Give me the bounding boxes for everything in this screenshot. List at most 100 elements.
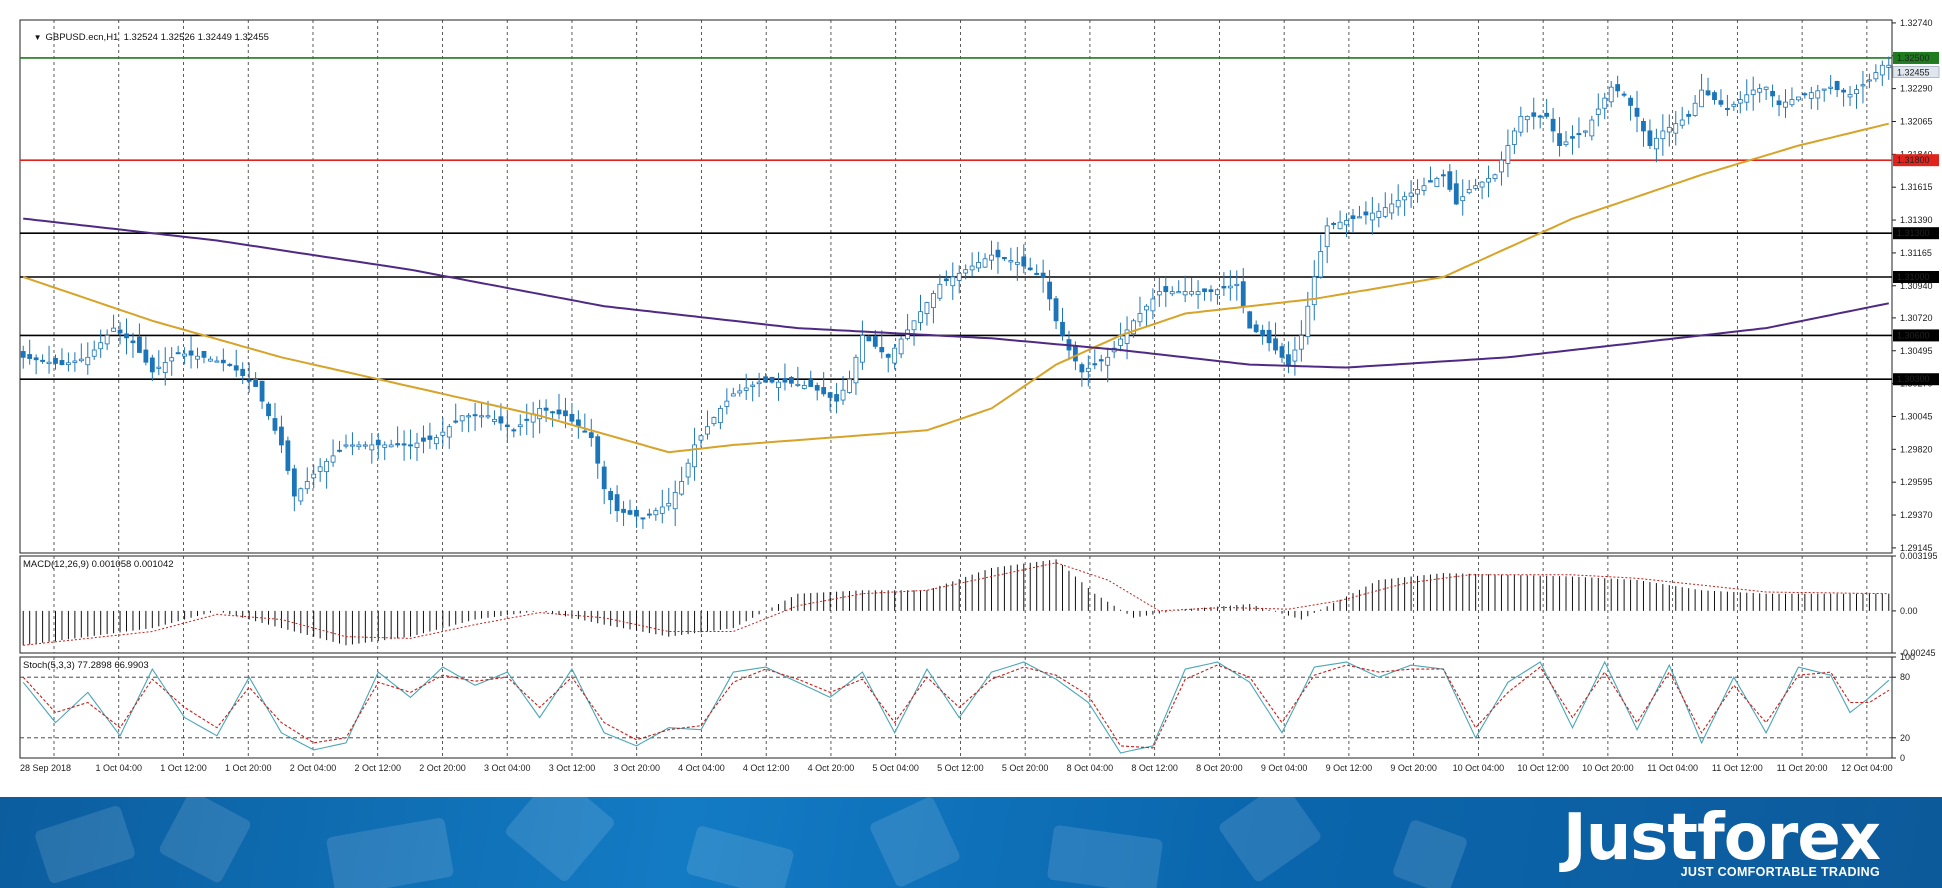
candle-bull bbox=[492, 418, 497, 422]
candle-bull bbox=[1744, 94, 1750, 103]
candle-bull bbox=[1492, 174, 1498, 180]
banner-decor-tile bbox=[33, 804, 137, 885]
x-tick-label: 5 Oct 12:00 bbox=[937, 763, 984, 773]
candle-bull bbox=[1124, 329, 1130, 344]
candle-bear bbox=[1240, 281, 1246, 307]
candle-bull bbox=[311, 473, 317, 479]
candle-bear bbox=[1331, 222, 1337, 225]
candle-bull bbox=[801, 385, 807, 389]
candle-bull bbox=[1376, 210, 1382, 218]
y-tick-label: 1.32740 bbox=[1900, 18, 1933, 28]
candle-bear bbox=[1047, 281, 1052, 300]
stoch-y-tick-label: 0 bbox=[1900, 753, 1905, 763]
candle-bull bbox=[931, 293, 936, 309]
candle-bull bbox=[1847, 94, 1853, 98]
candle-bear bbox=[1641, 120, 1646, 132]
candle-bear bbox=[143, 349, 149, 363]
x-tick-label: 2 Oct 20:00 bbox=[419, 763, 466, 773]
candle-bull bbox=[989, 254, 994, 261]
candle-bull bbox=[91, 349, 97, 357]
candle-bull bbox=[1673, 123, 1679, 134]
x-tick-label: 10 Oct 20:00 bbox=[1582, 763, 1634, 773]
x-tick-label: 3 Oct 20:00 bbox=[613, 763, 660, 773]
candle-bull bbox=[1118, 338, 1124, 346]
candle-bear bbox=[1576, 133, 1582, 136]
candle-bull bbox=[737, 390, 743, 394]
x-tick-label: 28 Sep 2018 bbox=[20, 763, 71, 773]
candle-bull bbox=[1815, 90, 1821, 99]
candle-bull bbox=[343, 444, 349, 447]
x-tick-label: 2 Oct 12:00 bbox=[354, 763, 401, 773]
candle-bull bbox=[1176, 291, 1182, 294]
candle-bear bbox=[1628, 97, 1633, 106]
candle-bear bbox=[240, 368, 246, 376]
candle-bear bbox=[763, 376, 768, 383]
candle-bull bbox=[1395, 199, 1401, 208]
candle-bear bbox=[408, 444, 413, 447]
x-tick-label: 9 Oct 12:00 bbox=[1326, 763, 1373, 773]
candle-bear bbox=[788, 377, 794, 384]
candle-bull bbox=[459, 415, 465, 422]
candle-bull bbox=[1854, 89, 1859, 95]
candle-bear bbox=[427, 435, 433, 440]
x-tick-label: 9 Oct 04:00 bbox=[1261, 763, 1308, 773]
candle-bear bbox=[1202, 288, 1207, 293]
candle-bear bbox=[582, 430, 588, 433]
candle-bear bbox=[227, 363, 233, 366]
dropdown-triangle-icon[interactable]: ▼ bbox=[33, 33, 42, 42]
candle-bull bbox=[1692, 102, 1698, 116]
candle-bull bbox=[1499, 159, 1504, 173]
candle-bull bbox=[324, 460, 330, 473]
candle-bear bbox=[59, 360, 65, 366]
candle-bull bbox=[730, 393, 736, 397]
candle-bear bbox=[253, 379, 259, 387]
candle-bear bbox=[421, 437, 426, 442]
y-tick-label: 1.31165 bbox=[1900, 248, 1932, 258]
x-tick-label: 1 Oct 12:00 bbox=[160, 763, 207, 773]
candle-bull bbox=[1227, 285, 1233, 289]
candle-bull bbox=[1828, 86, 1834, 89]
candle-bear bbox=[1253, 324, 1259, 333]
candle-bear bbox=[1634, 107, 1640, 117]
candle-bull bbox=[937, 283, 943, 299]
candle-bull bbox=[1382, 207, 1388, 217]
candle-bear bbox=[201, 351, 207, 358]
candle-bear bbox=[872, 335, 878, 347]
candle-bull bbox=[911, 320, 917, 331]
candle-bull bbox=[1873, 72, 1879, 80]
candle-bear bbox=[220, 359, 226, 364]
moving-average-fast bbox=[22, 122, 1890, 454]
level-price-tag bbox=[1893, 154, 1939, 167]
candle-bull bbox=[659, 506, 665, 514]
candle-bull bbox=[795, 383, 801, 386]
candle-bull bbox=[66, 362, 71, 365]
candle-bear bbox=[149, 357, 155, 373]
macd-pane-label: MACD(12,26,9) 0.001058 0.001042 bbox=[23, 559, 174, 570]
candle-bull bbox=[1473, 185, 1479, 189]
candle-bull bbox=[898, 338, 904, 355]
candle-bull bbox=[1886, 64, 1892, 68]
candle-bear bbox=[814, 385, 820, 391]
candle-bear bbox=[1776, 100, 1782, 106]
candle-bull bbox=[1757, 88, 1763, 93]
candle-bear bbox=[137, 336, 142, 353]
candle-bull bbox=[1402, 196, 1408, 201]
candle-bull bbox=[1479, 181, 1485, 188]
x-tick-label: 12 Oct 04:00 bbox=[1841, 763, 1893, 773]
x-tick-label: 8 Oct 12:00 bbox=[1131, 763, 1178, 773]
candle-bull bbox=[1389, 203, 1395, 214]
candle-bull bbox=[1137, 313, 1143, 323]
candle-bull bbox=[1408, 192, 1414, 197]
candle-bull bbox=[1524, 115, 1530, 121]
candle-bull bbox=[1608, 86, 1614, 103]
candle-bull bbox=[1421, 185, 1427, 191]
candle-bull bbox=[1505, 145, 1511, 164]
candle-bull bbox=[692, 444, 697, 468]
candle-bull bbox=[1511, 130, 1517, 145]
main-pane-symbol-info: ▼ GBPUSD.ecn,H1 1.32524 1.32526 1.32449 1… bbox=[23, 21, 269, 54]
level-price-tag bbox=[1893, 227, 1939, 240]
candle-bull bbox=[104, 335, 110, 345]
y-tick-label: 1.32290 bbox=[1900, 84, 1933, 94]
candle-bull bbox=[169, 357, 175, 362]
candle-bull bbox=[466, 415, 472, 418]
